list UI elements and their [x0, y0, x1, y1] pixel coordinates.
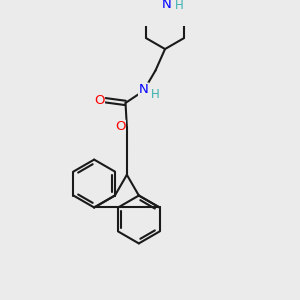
Text: N: N [139, 83, 148, 96]
Text: N: N [161, 0, 171, 11]
Text: H: H [151, 88, 159, 101]
Text: H: H [175, 0, 184, 12]
Text: O: O [94, 94, 104, 107]
Text: O: O [115, 120, 125, 134]
